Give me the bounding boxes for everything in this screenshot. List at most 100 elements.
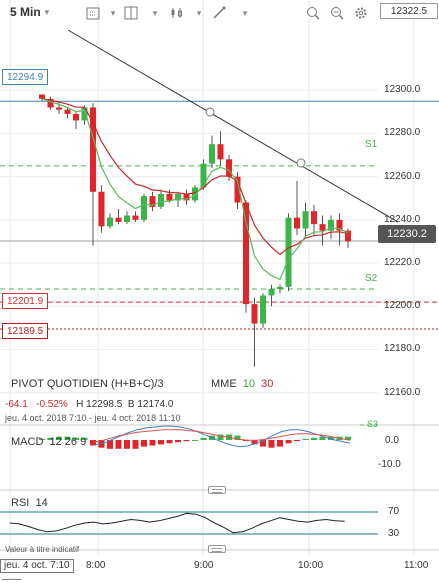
mme-slow-line (41, 98, 349, 256)
pivot-legend[interactable]: PIVOT QUOTIDIEN (H+B+C)/3 (11, 378, 164, 390)
low-line-tag: 12189.5 (2, 323, 49, 339)
candle-body (285, 217, 292, 287)
macd-legend[interactable]: MACD 12 26 9 (11, 436, 86, 448)
time-tick-1: 9:00 (194, 560, 214, 571)
price-tick: 12160.0 (384, 386, 421, 398)
price-tick: 12200.0 (384, 300, 421, 312)
time-tick-3: 11:00 (404, 560, 429, 571)
macd-bar (166, 440, 173, 444)
rsi-param: 14 (35, 497, 48, 509)
macd-bar (81, 437, 88, 440)
macd-bar (268, 440, 275, 448)
chevron-down-icon[interactable]: ▾ (242, 7, 248, 18)
pivot-s3-label: S3 (367, 419, 379, 429)
candle-body (192, 187, 198, 201)
trend-anchor (296, 158, 306, 168)
compare-icon[interactable] (122, 4, 140, 22)
time-tick-0: 8:00 (86, 560, 106, 571)
candle-body (345, 230, 351, 242)
candle-body (107, 217, 113, 227)
macd-bar (183, 440, 190, 442)
price-stats: -64.1 -0.52% H 12298.5 B 12174.0 (5, 399, 174, 410)
macd-bar (90, 440, 96, 446)
macd-bar (64, 436, 71, 440)
candle-body (166, 193, 173, 201)
macd-bar (141, 440, 147, 447)
macd-bar (345, 436, 351, 440)
macd-bar (107, 440, 113, 449)
macd-bar (328, 436, 334, 440)
candle-body (226, 159, 232, 177)
candle-body (56, 107, 62, 110)
macd-line (94, 425, 351, 448)
interval-label: 5 Min (10, 5, 41, 19)
macd-bar (217, 434, 224, 440)
candle-body (39, 94, 45, 99)
logo-mark: ─── (2, 574, 22, 584)
candle-body (158, 193, 164, 207)
pivot-s2-tag: 12201.9 (2, 293, 49, 309)
candle-body (319, 224, 326, 231)
pane-resize-handle[interactable] (208, 545, 226, 553)
macd-bar (200, 437, 207, 440)
macd-bar (175, 440, 181, 443)
indicator-icon[interactable] (168, 4, 186, 22)
macd-bar (234, 435, 241, 440)
settings-icon[interactable] (352, 4, 370, 22)
macd-bar (158, 440, 164, 445)
change-percent: -0.52% (36, 399, 68, 410)
zoom-icon[interactable] (304, 4, 322, 22)
candle-body (124, 215, 130, 222)
high-line-tag: 12294.9 (2, 69, 49, 85)
macd-bar (56, 436, 62, 440)
disclaimer: Valeur à titre indicatif (5, 545, 80, 554)
chevron-down-icon[interactable]: ▾ (152, 7, 158, 18)
macd-bar (47, 437, 54, 440)
time-tick-2: 10:00 (298, 560, 324, 571)
price-tick: 12260.0 (384, 170, 421, 182)
rsi-line (9, 512, 345, 534)
candle-body (302, 211, 309, 229)
date-range: jeu. 4 oct. 2018 7:10 - jeu. 4 oct. 2018… (5, 413, 181, 423)
candle-body (294, 217, 300, 229)
draw-icon[interactable] (210, 4, 228, 22)
macd-bar (243, 440, 249, 442)
trend-line (67, 29, 399, 223)
zoom-out-icon[interactable] (328, 4, 346, 22)
macd-bar (294, 440, 300, 442)
price-tick: 12240.0 (384, 213, 421, 225)
top-price-tag: 12322.5 (380, 3, 438, 19)
macd-params: 12 26 9 (49, 436, 87, 448)
pane-resize-handle[interactable] (208, 486, 226, 494)
macd-bar (192, 440, 198, 441)
candle-body (132, 215, 139, 220)
rsi-label: RSI (11, 497, 30, 509)
candle-body (234, 176, 241, 203)
rsi-legend[interactable]: RSI 14 (11, 497, 48, 509)
pivot-s2-label: S2 (365, 273, 378, 284)
macd-bar (260, 440, 266, 447)
mme-legend[interactable]: MME 10 30 (211, 378, 273, 390)
macd-tick-0: 0.0 (385, 435, 399, 446)
candle-body (243, 202, 249, 305)
macd-bar (311, 437, 317, 440)
last-price-tag: 12230.2 (378, 225, 436, 243)
macd-bar (149, 440, 156, 446)
candle-body (141, 196, 147, 220)
calendar-grid-icon[interactable] (84, 4, 102, 22)
macd-bar (251, 440, 258, 445)
price-tick: 12180.0 (384, 343, 421, 355)
candle-body (217, 144, 224, 160)
high-value: H 12298.5 (76, 399, 123, 410)
interval-selector[interactable]: 5 Min ▾ (10, 5, 49, 19)
chevron-down-icon[interactable]: ▾ (110, 7, 116, 18)
chevron-down-icon: ▾ (44, 6, 50, 17)
pivot-s1-label: S1 (365, 139, 378, 150)
candle-body (328, 219, 334, 231)
rsi-tick-70: 70 (388, 506, 400, 517)
mme-fast-value: 10 (242, 378, 256, 390)
macd-bar (319, 436, 326, 440)
change-value: -64.1 (5, 399, 28, 410)
chevron-down-icon[interactable]: ▾ (196, 7, 202, 18)
